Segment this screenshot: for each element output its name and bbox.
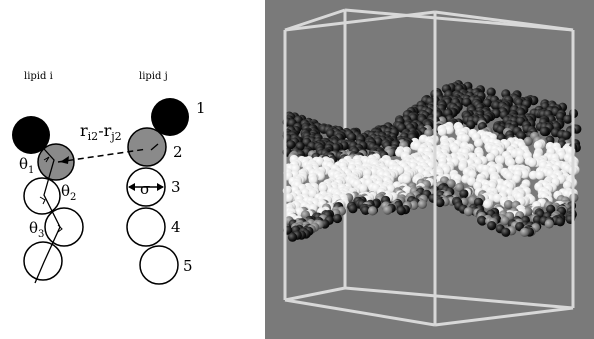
lipid-i-tail-bead-3	[23, 177, 61, 215]
bead-particle	[533, 140, 543, 150]
angle-arc-3	[57, 224, 63, 233]
bead-particle	[561, 130, 571, 140]
bead-particle	[435, 197, 445, 208]
bead-particle	[437, 127, 448, 137]
lipid-i-label: lipid i	[24, 71, 53, 82]
bead-particle	[417, 199, 427, 209]
bead-particle	[459, 189, 469, 199]
bead-particle	[467, 170, 477, 180]
bead-particle	[318, 183, 328, 193]
bead-particle	[528, 170, 539, 180]
bead-particle	[555, 217, 565, 227]
bead-particle	[361, 205, 371, 215]
bead-particle	[287, 232, 298, 242]
bead-particle	[485, 152, 496, 162]
bilayer-particles	[282, 80, 582, 242]
distance-dashed-line	[57, 148, 148, 163]
bead-particle	[402, 174, 412, 184]
sigma-arrow-right	[157, 183, 164, 191]
bead-particle	[544, 219, 554, 229]
bead-particle	[486, 87, 496, 97]
lipid-i-tail-bead-5	[23, 241, 63, 281]
angle-arc-2	[39, 196, 46, 205]
bead-particle	[563, 114, 573, 124]
bead-particle	[446, 179, 456, 189]
bead-particle	[308, 175, 318, 185]
bead-number-5: 5	[183, 257, 193, 275]
angle-label-3: θ3	[29, 219, 45, 240]
bead-particle	[284, 193, 294, 203]
lipid-i-tail-bead-4	[44, 207, 84, 247]
bead-particle	[463, 207, 474, 217]
bead-particle	[492, 193, 503, 203]
bead-particle	[348, 204, 358, 214]
bead-particle	[515, 155, 525, 165]
angle-label-1: θ1	[19, 155, 35, 176]
simulation-snapshot-panel	[265, 0, 594, 339]
lipid-j-tail-bead-4	[126, 207, 166, 247]
bead-particle	[462, 97, 472, 107]
bead-particle	[444, 125, 454, 135]
distance-label: ri2-rj2	[80, 121, 122, 144]
bead-particle	[496, 155, 506, 165]
bead-particle	[520, 169, 530, 179]
bead-particle	[473, 138, 484, 148]
lipid-j-glycerol-bead	[127, 127, 167, 167]
bead-particle	[546, 204, 556, 214]
bead-number-3: 3	[171, 178, 181, 196]
bead-particle	[500, 216, 510, 226]
distance-arrow-head	[60, 156, 69, 164]
bead-particle	[527, 158, 538, 168]
bead-particle	[477, 216, 487, 226]
bead-particle	[466, 120, 476, 130]
bead-particle	[460, 134, 470, 144]
lipid-j-head-bead	[151, 98, 189, 136]
bead-particle	[286, 140, 296, 150]
bead-particle	[383, 205, 393, 215]
lipid-i-bond-chain	[34, 138, 61, 284]
angle-label-2: θ2	[61, 182, 77, 203]
bead-particle	[332, 213, 342, 224]
sigma-arrow-left	[128, 183, 135, 191]
bead-particle	[501, 227, 511, 237]
lipid-model-diagram	[12, 98, 189, 285]
sigma-label: σ	[140, 180, 151, 198]
bead-particle	[367, 206, 378, 216]
bead-particle	[520, 227, 530, 237]
lipid-j-bond-tick	[150, 143, 159, 151]
lipid-j-label: lipid j	[139, 71, 168, 82]
bead-particle	[555, 112, 566, 122]
bead-particle	[562, 180, 573, 190]
simulation-box	[282, 8, 582, 327]
bead-particle	[539, 126, 549, 137]
bead-particle	[358, 184, 368, 194]
bead-particle	[517, 131, 527, 141]
bead-particle	[523, 136, 533, 146]
box-front-edges	[283, 8, 575, 327]
bead-particle	[535, 170, 545, 180]
angle-arc-1	[43, 156, 50, 163]
lipid-j-tail-bead-5	[139, 245, 179, 285]
bead-particle	[487, 221, 497, 231]
bead-number-4: 4	[171, 218, 181, 236]
bead-number-2: 2	[173, 143, 183, 161]
bead-particle	[503, 200, 514, 210]
bead-particle	[396, 206, 406, 216]
lipid-i-glycerol-bead	[37, 143, 75, 181]
bead-number-1: 1	[196, 99, 206, 117]
bead-particle	[483, 199, 493, 209]
bead-particle	[331, 143, 341, 153]
